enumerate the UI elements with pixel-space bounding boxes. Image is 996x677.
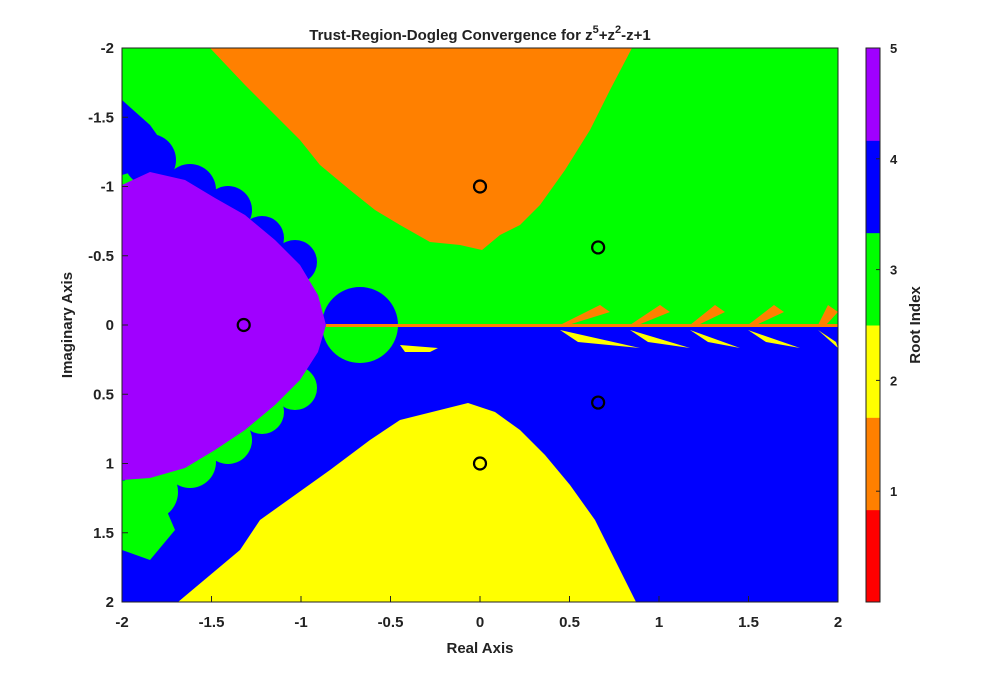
- colorbar-label: Root Index: [907, 286, 924, 364]
- colorbar-swatch: [866, 48, 880, 141]
- x-tick-label: -1: [294, 614, 307, 631]
- colorbar-swatch: [866, 325, 880, 418]
- basin-region: [630, 305, 670, 325]
- basin-map: [122, 48, 838, 602]
- y-tick-label: 0: [106, 317, 114, 334]
- y-tick-label: 1.5: [93, 525, 114, 542]
- root-marker: [236, 317, 251, 333]
- x-tick-label: -1.5: [199, 614, 225, 631]
- colorbar-tick-label: 3: [890, 263, 897, 278]
- x-tick-label: 0.5: [559, 614, 580, 631]
- colorbar-tick-label: 2: [890, 373, 897, 388]
- basin-region: [560, 305, 610, 325]
- y-tick-label: 2: [106, 594, 114, 611]
- colorbar-swatch: [866, 232, 880, 326]
- title-part: +z: [599, 27, 615, 44]
- basin-region: [178, 403, 636, 602]
- title-part: 2: [615, 24, 621, 36]
- basin-region: [326, 324, 838, 327]
- basin-region: [818, 330, 838, 348]
- x-tick-label: 0: [476, 614, 484, 631]
- root-marker: [472, 179, 488, 194]
- basin-region: [210, 48, 632, 250]
- colorbar-swatch: [866, 417, 880, 511]
- root-marker: [591, 240, 606, 255]
- x-tick-label: 1.5: [738, 614, 759, 631]
- y-tick-label: -1.5: [88, 109, 114, 126]
- basin-region: [748, 330, 800, 348]
- y-tick-label: 1: [106, 456, 114, 473]
- basin-region: [748, 305, 784, 325]
- x-tick-label: -2: [115, 614, 128, 631]
- root-marker: [591, 395, 606, 410]
- y-tick-label: 0.5: [93, 386, 114, 403]
- x-tick-label: 1: [655, 614, 663, 631]
- basin-region: [122, 480, 175, 560]
- basin-region: [690, 330, 740, 348]
- colorbar-tick-label: 4: [890, 152, 898, 167]
- colorbar-tick-label: 5: [890, 41, 897, 56]
- x-tick-label: -0.5: [378, 614, 404, 631]
- basin-region: [690, 305, 725, 325]
- root-marker: [472, 456, 488, 471]
- colorbar-frame: [865, 47, 881, 603]
- x-axis-label: Real Axis: [447, 640, 514, 657]
- title-part: 5: [593, 24, 599, 36]
- colorbar-swatch: [866, 140, 880, 234]
- basin-region: [630, 330, 690, 348]
- y-axis-label: Imaginary Axis: [59, 272, 76, 378]
- colorbar-swatch: [866, 509, 880, 603]
- chart-title: Trust-Region-Dogleg Convergence for z5+z…: [309, 24, 650, 44]
- basin-region: [122, 172, 326, 480]
- basin-region: [560, 330, 640, 348]
- title-part: -z+1: [621, 27, 651, 44]
- basin-region: [122, 100, 175, 175]
- y-tick-label: -2: [101, 40, 114, 57]
- x-tick-label: 2: [834, 614, 842, 631]
- basin-region: [322, 325, 398, 363]
- title-part: Trust-Region-Dogleg Convergence for z: [309, 27, 592, 44]
- y-tick-label: -1: [101, 179, 114, 196]
- basin-region: [400, 345, 438, 352]
- y-tick-label: -0.5: [88, 248, 114, 265]
- colorbar-tick-label: 1: [890, 484, 897, 499]
- basin-region: [818, 305, 838, 325]
